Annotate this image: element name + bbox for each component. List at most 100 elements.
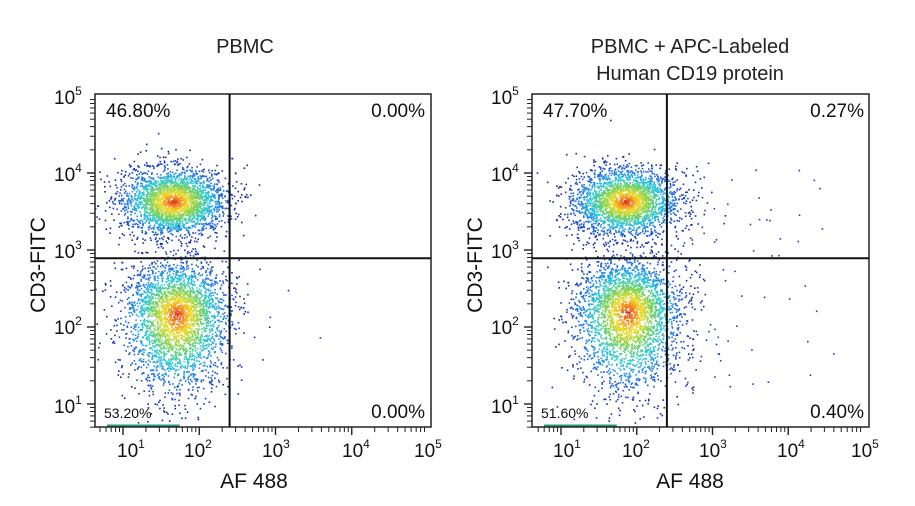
event-dot [200,282,203,284]
event-dot [171,322,174,325]
event-dot [210,217,213,219]
event-dot [168,206,170,208]
event-dot [164,287,167,289]
event-dot [133,309,136,312]
event-dot [144,213,146,215]
event-dot [147,277,150,279]
event-dot [165,341,167,343]
event-dot [167,231,170,233]
event-dot [150,239,152,242]
event-dot [143,191,145,194]
event-dot [209,312,211,314]
event-dot [169,173,171,176]
event-dot [211,270,213,272]
event-dot [187,230,190,232]
event-dot [202,216,204,218]
event-dot [149,217,151,219]
event-dot [171,319,174,322]
event-dot [182,214,184,217]
event-dot [214,351,216,353]
event-dot [177,230,179,233]
event-dot [169,218,171,220]
event-dot [109,198,112,200]
event-dot [171,201,173,204]
event-dot [164,318,167,320]
event-dot [163,341,166,344]
event-dot [215,385,218,388]
event-dot [141,324,144,327]
event-dot [176,300,178,303]
event-dot [158,192,160,195]
event-dot [189,344,192,346]
event-dot [200,198,203,200]
event-dot [155,211,158,213]
event-dot [161,280,163,283]
event-dot [132,267,135,269]
event-dot [152,339,155,342]
event-dot [180,196,182,199]
event-dot [225,230,228,233]
event-dot [158,198,160,201]
event-dot [193,206,196,209]
event-dot [169,313,171,316]
event-dot [189,227,192,229]
event-dot [155,233,157,236]
event-dot [150,315,153,317]
event-dot [157,226,159,228]
event-dot [151,190,154,192]
event-dot [137,292,139,294]
event-dot [172,346,174,348]
event-dot [164,182,166,184]
event-dot [205,292,207,294]
event-dot [123,182,126,185]
event-dot [154,309,157,312]
event-dot [155,294,157,296]
event-dot [177,207,180,209]
event-dot [195,192,198,195]
event-dot [199,314,202,317]
event-dot [151,285,153,288]
event-dot [130,345,133,347]
event-dot [235,202,237,205]
event-dot [153,313,156,315]
event-dot [190,306,193,309]
event-dot [213,340,216,342]
event-dot [156,275,159,278]
event-dot [120,366,123,369]
event-dot [170,227,172,230]
event-dot [174,196,176,198]
event-dot [191,276,194,279]
event-dot [156,243,158,246]
event-dot [175,295,177,297]
event-dot [118,237,121,239]
event-dot [208,343,210,345]
event-dot [188,163,191,165]
event-dot [214,169,217,172]
event-dot [169,308,171,311]
event-dot [192,173,195,176]
event-dot [139,222,141,224]
event-dot [153,213,156,215]
event-dot [162,222,165,224]
event-dot [211,335,214,338]
event-dot [164,369,166,372]
event-dot [153,285,155,287]
event-dot [149,181,152,184]
event-dot [175,202,177,204]
event-dot [208,329,211,331]
event-dot [222,299,225,302]
event-dot [151,173,153,175]
event-dot [184,185,187,187]
event-dot [135,292,138,295]
event-dot [213,322,216,324]
event-dot [150,307,153,310]
event-dot [222,313,224,315]
event-dot [224,195,226,197]
panel-1-dots [95,132,322,427]
event-dot [202,266,205,268]
event-dot [191,380,193,383]
event-dot [121,199,123,202]
event-dot [148,279,150,281]
event-dot [153,261,156,263]
event-dot [184,318,186,321]
